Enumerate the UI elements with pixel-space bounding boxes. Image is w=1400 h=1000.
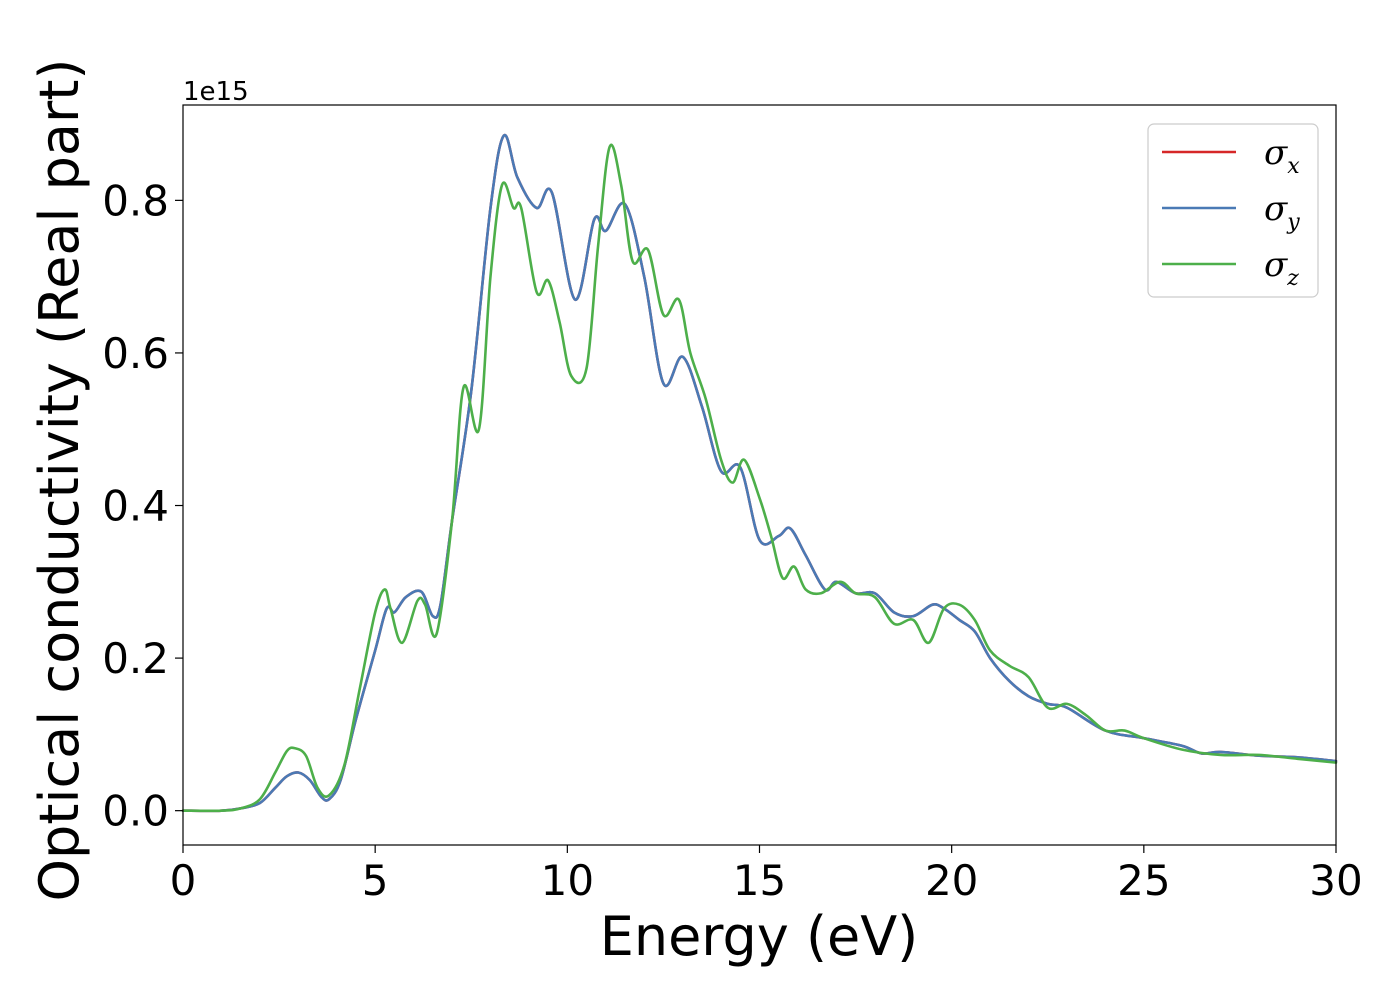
x-tick-label: 10 xyxy=(541,856,594,905)
y-tick-label: 0.0 xyxy=(102,787,169,836)
plot-lines xyxy=(181,134,1338,813)
x-tick-label: 25 xyxy=(1117,856,1170,905)
series-line-z xyxy=(181,143,1338,813)
x-axis-label: Energy (eV) xyxy=(600,905,919,968)
x-tick-label: 0 xyxy=(170,856,197,905)
y-tick-label: 0.8 xyxy=(102,176,169,225)
y-tick-label: 0.4 xyxy=(102,482,169,531)
y-axis-ticks: 0.0 0.2 0.4 0.6 0.8 xyxy=(102,176,183,836)
legend-label-x: σx xyxy=(1264,133,1300,179)
x-tick-label: 30 xyxy=(1309,856,1362,905)
x-tick-label: 15 xyxy=(733,856,786,905)
x-tick-label: 20 xyxy=(925,856,978,905)
y-offset-label: 1e15 xyxy=(183,77,249,107)
legend-box xyxy=(1147,123,1319,298)
x-axis-ticks: 0 5 10 15 20 25 30 xyxy=(170,845,1363,905)
y-axis-label: Optical conductivity (Real part) xyxy=(28,59,91,902)
y-tick-label: 0.2 xyxy=(102,634,169,683)
y-tick-label: 0.6 xyxy=(102,329,169,378)
legend-label-y: σy xyxy=(1264,189,1300,235)
x-tick-label: 5 xyxy=(362,856,389,905)
